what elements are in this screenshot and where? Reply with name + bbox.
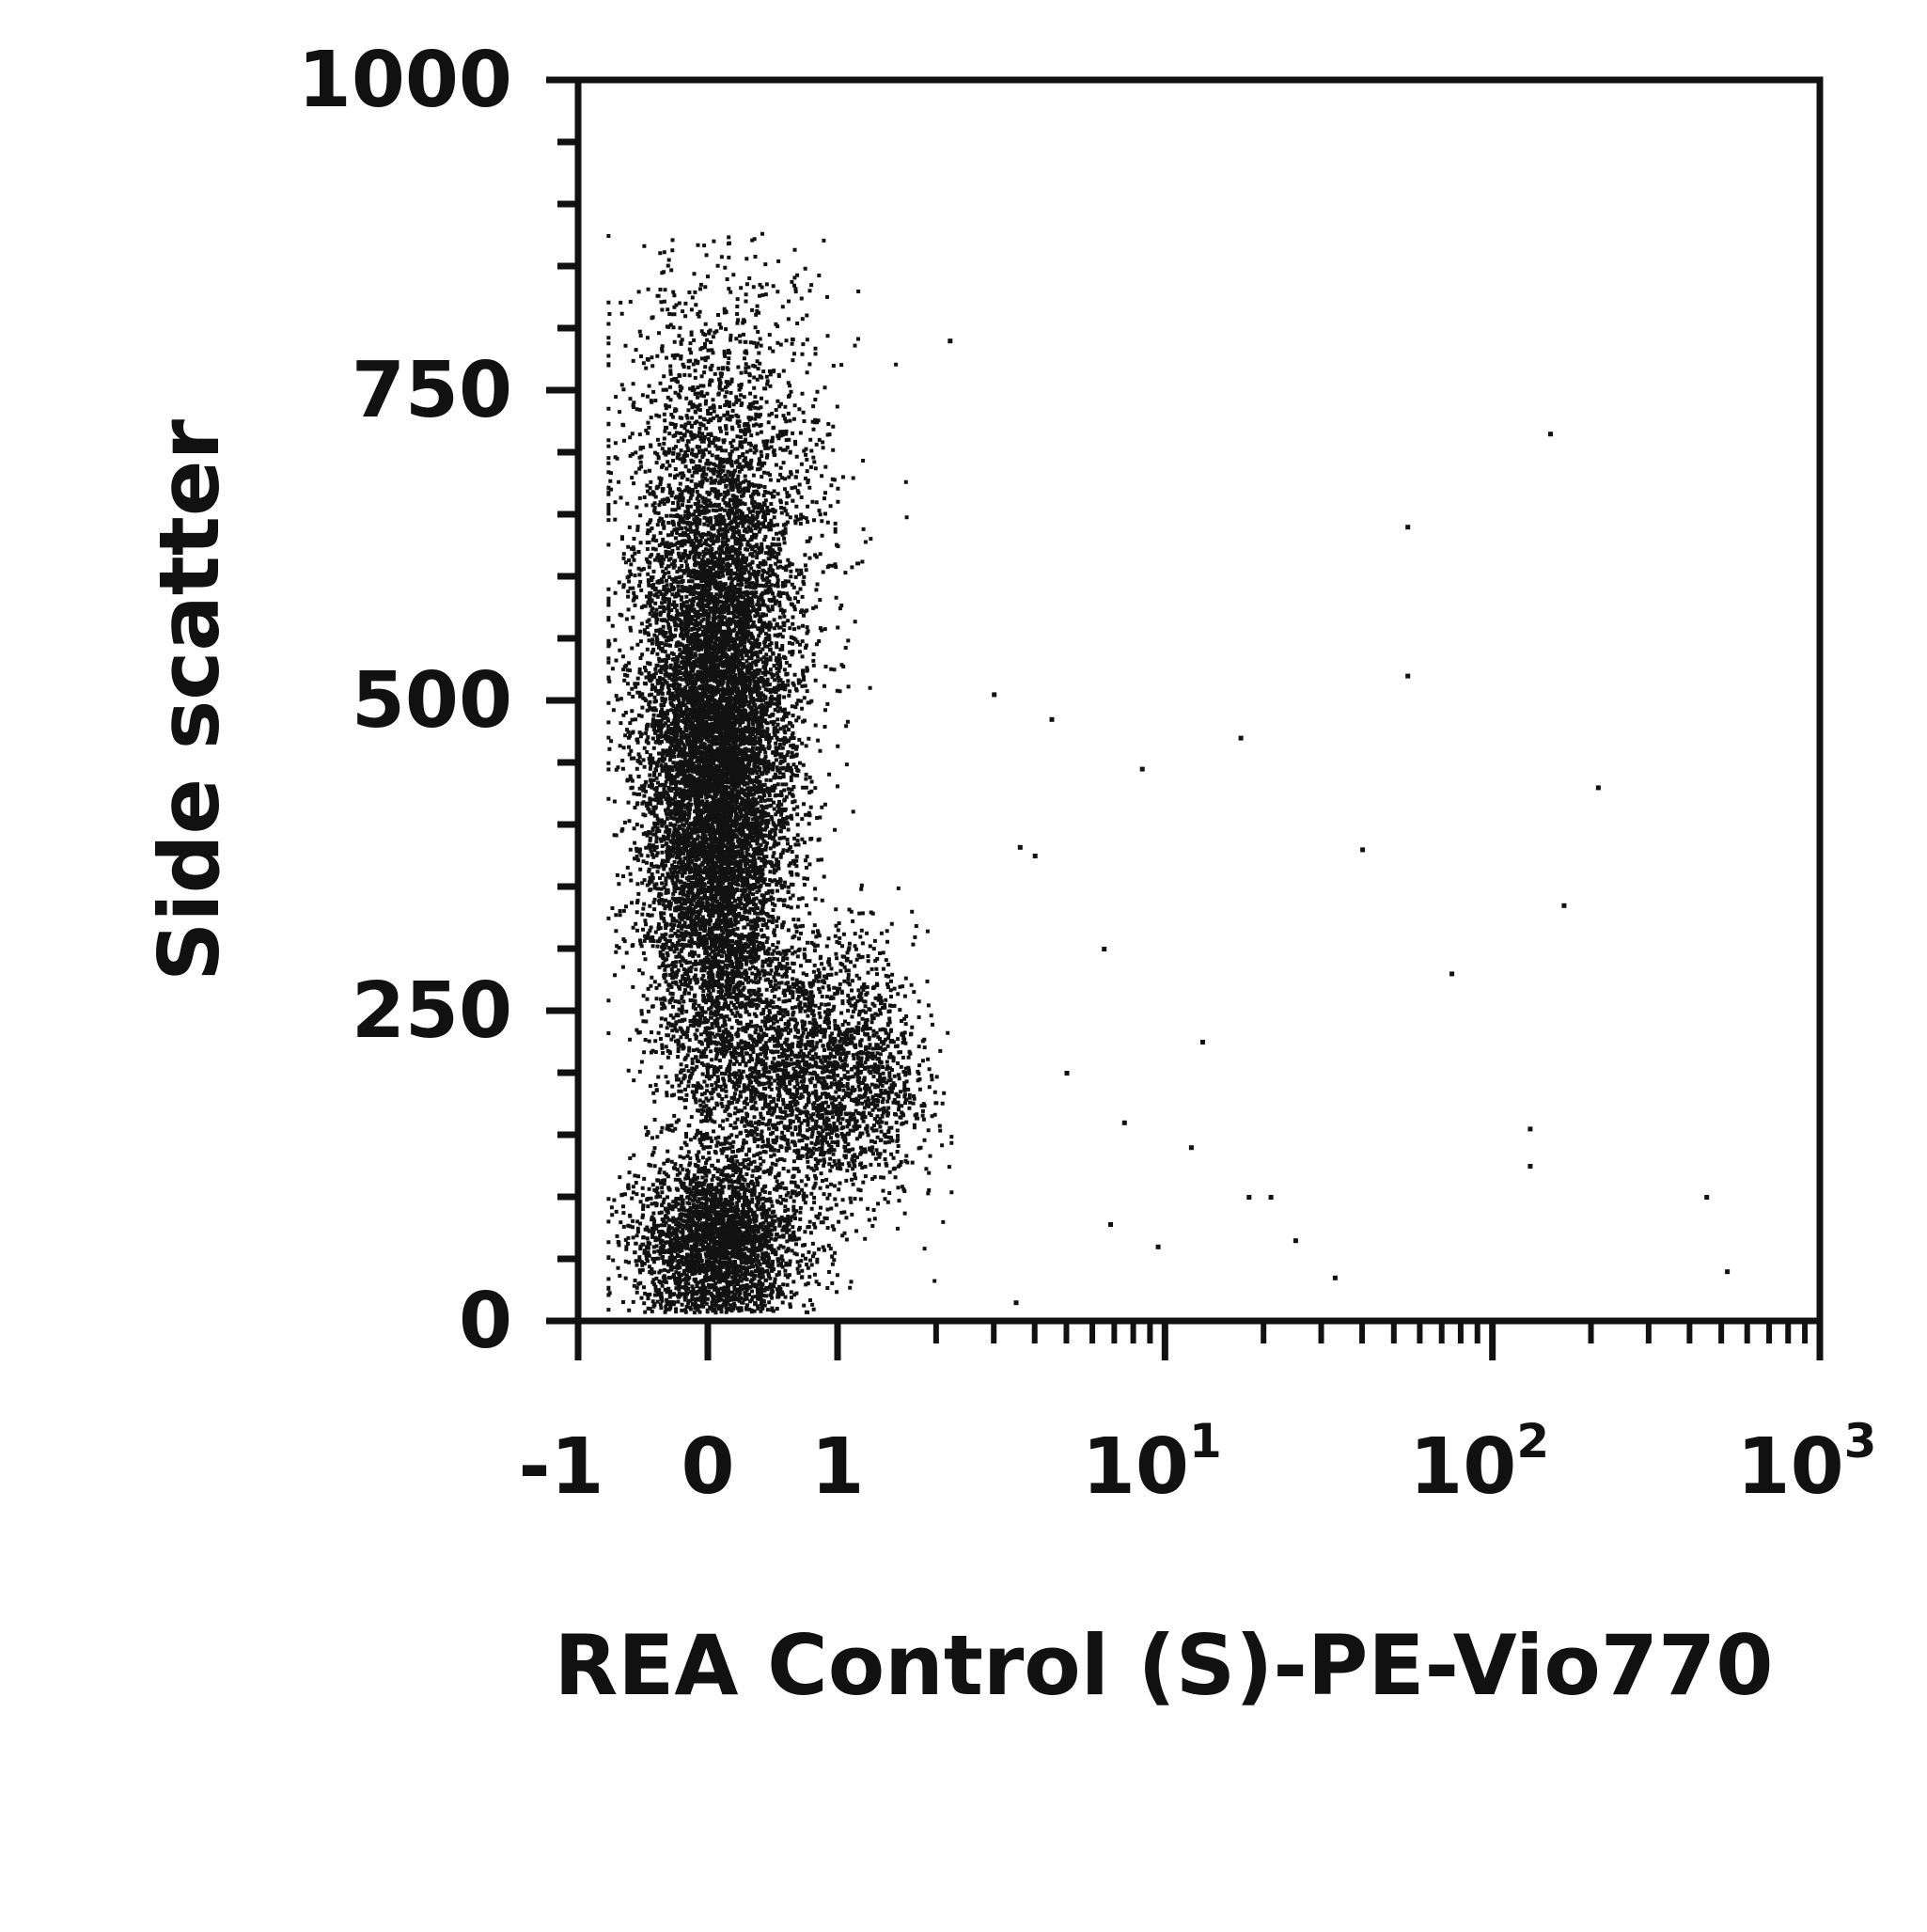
outlier-point bbox=[1139, 766, 1145, 772]
outlier-point bbox=[1292, 1238, 1298, 1244]
outlier-point bbox=[1595, 785, 1601, 791]
outlier-point bbox=[1561, 903, 1567, 908]
outlier-point bbox=[1188, 1145, 1194, 1151]
outlier-point bbox=[1449, 971, 1455, 977]
outlier-point bbox=[1049, 716, 1055, 722]
point-cloud bbox=[606, 231, 954, 1315]
x-tick-label: 102 bbox=[1409, 1414, 1549, 1512]
outlier-point bbox=[1064, 1071, 1070, 1076]
data-points bbox=[606, 231, 1731, 1315]
y-tick-label: 750 bbox=[352, 346, 512, 435]
outlier-point bbox=[1332, 1275, 1338, 1280]
outlier-point bbox=[1528, 1164, 1533, 1169]
y-tick-label: 500 bbox=[352, 656, 512, 746]
outlier-point bbox=[1528, 1126, 1533, 1132]
x-axis-title: REA Control (S)-PE-Vio770 bbox=[555, 1617, 1774, 1714]
outlier-point bbox=[1121, 1120, 1127, 1125]
x-axis-ticks: -1 0 1 101 102 103 bbox=[518, 1321, 1876, 1512]
outlier-point bbox=[1405, 673, 1411, 679]
outlier-point bbox=[1108, 1222, 1113, 1227]
outlier-point bbox=[1268, 1195, 1274, 1200]
y-tick-label: 250 bbox=[352, 966, 512, 1056]
outlier-point bbox=[1405, 525, 1411, 530]
x-tick-label: -1 bbox=[518, 1422, 603, 1512]
outlier-point bbox=[1725, 1269, 1731, 1275]
outlier-point bbox=[1017, 844, 1023, 850]
y-tick-label: 0 bbox=[459, 1277, 512, 1366]
y-tick-label: 1000 bbox=[298, 36, 512, 125]
outlier-point bbox=[1548, 432, 1553, 437]
outlier-point bbox=[1246, 1195, 1252, 1200]
x-tick-label: 101 bbox=[1082, 1414, 1222, 1512]
outlier-point bbox=[1032, 854, 1038, 858]
outlier-point bbox=[948, 338, 953, 344]
x-tick-label: 0 bbox=[681, 1422, 734, 1512]
outlier-point bbox=[1155, 1244, 1161, 1249]
outlier-point bbox=[1360, 847, 1366, 853]
y-axis-ticks: 0 250 500 750 1000 bbox=[298, 36, 578, 1366]
outlier-point bbox=[992, 692, 997, 698]
outlier-point bbox=[1102, 947, 1107, 951]
outlier-point bbox=[1013, 1300, 1019, 1306]
outlier-point bbox=[1238, 735, 1244, 741]
outlier-point bbox=[1704, 1195, 1710, 1200]
x-tick-label: 103 bbox=[1737, 1414, 1877, 1512]
y-axis-title: Side scatter bbox=[141, 418, 238, 982]
outlier-point bbox=[1200, 1040, 1205, 1045]
x-tick-label: 1 bbox=[810, 1422, 864, 1512]
